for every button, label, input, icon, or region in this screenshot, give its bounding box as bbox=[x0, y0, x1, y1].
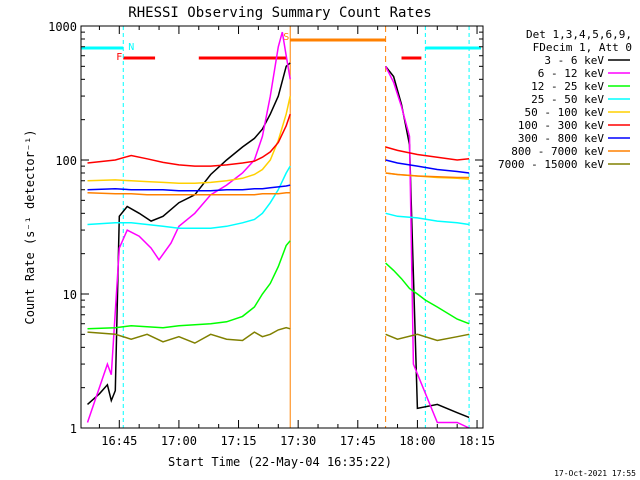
plot-frame bbox=[80, 25, 484, 429]
series-line-3 bbox=[87, 165, 470, 229]
footer-timestamp: 17-Oct-2021 17:55 bbox=[554, 469, 636, 478]
x-tick-label-6: 18:15 bbox=[459, 434, 495, 448]
x-axis-title: Start Time (22-May-04 16:35:22) bbox=[168, 455, 392, 469]
y-tick-label-2: 100 bbox=[55, 154, 77, 168]
legend-header-0: Det 1,3,4,5,6,9, bbox=[526, 28, 632, 41]
series-line-7 bbox=[87, 172, 470, 196]
legend-label-8: 7000 - 15000 keV bbox=[498, 158, 604, 171]
legend-header-1: FDecim 1, Att 0 bbox=[533, 41, 632, 54]
y-tick-label-1: 10 bbox=[63, 288, 77, 302]
chart-title: RHESSI Observing Summary Count Rates bbox=[128, 5, 431, 21]
series-line-5 bbox=[87, 113, 470, 167]
flag-label-1: N bbox=[128, 42, 134, 53]
x-tick-label-3: 17:30 bbox=[280, 434, 316, 448]
series-line-0 bbox=[87, 62, 470, 419]
x-tick-label-2: 17:15 bbox=[220, 434, 256, 448]
series-line-6 bbox=[87, 159, 470, 192]
series-line-8 bbox=[87, 326, 470, 344]
series-line-2 bbox=[87, 240, 470, 330]
series-line-1 bbox=[86, 31, 470, 429]
legend-label-4: 50 - 100 keV bbox=[525, 106, 605, 119]
y-axis-title: Count Rate (s⁻¹ detector⁻¹) bbox=[23, 129, 37, 324]
legend-label-6: 300 - 800 keV bbox=[518, 132, 604, 145]
flag-label-0: F bbox=[116, 52, 122, 63]
series-layer bbox=[86, 31, 470, 429]
legend-label-7: 800 - 7000 keV bbox=[511, 145, 604, 158]
x-tick-label-0: 16:45 bbox=[101, 434, 137, 448]
flag-label-2: S bbox=[283, 32, 289, 43]
y-tick-label-0: 1 bbox=[70, 422, 77, 436]
legend-label-3: 25 - 50 keV bbox=[531, 93, 604, 106]
legend: Det 1,3,4,5,6,9,FDecim 1, Att 03 - 6 keV… bbox=[498, 28, 632, 171]
legend-label-2: 12 - 25 keV bbox=[531, 80, 604, 93]
x-tick-label-1: 17:00 bbox=[161, 434, 197, 448]
axis-layer: 16:45 17:00 17:15 17:30 17:45 18:00 18:15 1 10 10… bbox=[48, 20, 495, 448]
legend-label-5: 100 - 300 keV bbox=[518, 119, 604, 132]
legend-label-1: 6 - 12 keV bbox=[538, 67, 605, 80]
legend-label-0: 3 - 6 keV bbox=[544, 54, 604, 67]
x-tick-label-4: 17:45 bbox=[340, 434, 376, 448]
annotation-layer: FN S bbox=[81, 26, 482, 428]
y-tick-label-3: 1000 bbox=[48, 20, 77, 34]
x-tick-label-5: 18:00 bbox=[399, 434, 435, 448]
